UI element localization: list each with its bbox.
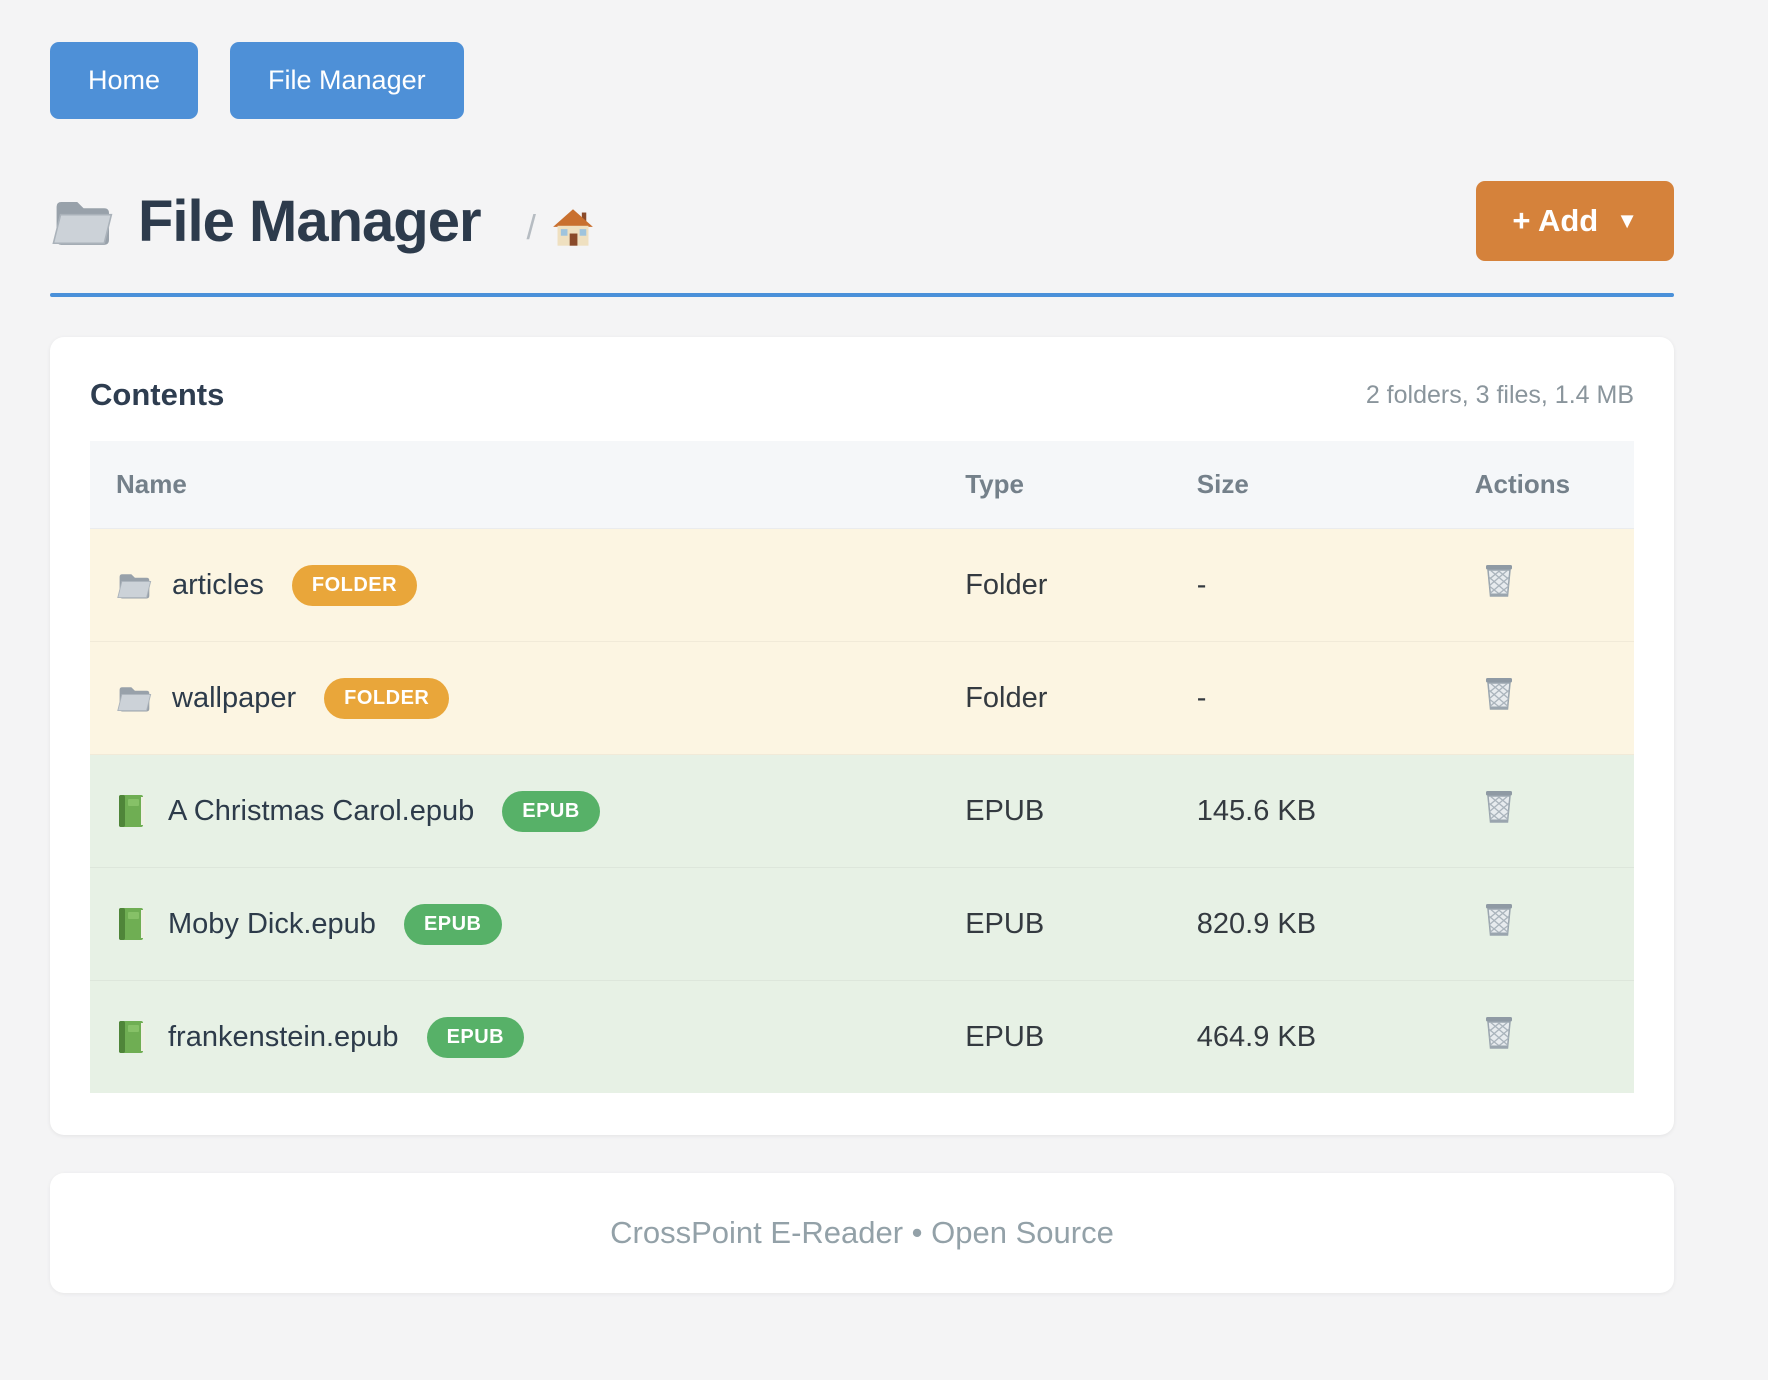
file-size: 820.9 KB	[1170, 867, 1449, 981]
add-button-label: + Add	[1512, 203, 1599, 238]
delete-button[interactable]	[1475, 788, 1517, 826]
footer: CrossPoint E-Reader • Open Source	[50, 1173, 1674, 1293]
footer-text: CrossPoint E-Reader • Open Source	[610, 1215, 1114, 1250]
contents-summary: 2 folders, 3 files, 1.4 MB	[1365, 380, 1634, 409]
file-type: Folder	[939, 528, 1171, 642]
trash-icon	[1481, 562, 1517, 600]
contents-card: Contents 2 folders, 3 files, 1.4 MB Name…	[50, 337, 1674, 1135]
type-badge: EPUB	[426, 1016, 525, 1058]
delete-button[interactable]	[1475, 562, 1517, 600]
folder-icon	[116, 568, 152, 602]
delete-button[interactable]	[1475, 1014, 1517, 1052]
file-name[interactable]: frankenstein.epub	[168, 1020, 399, 1053]
type-badge: FOLDER	[291, 564, 418, 606]
type-badge: FOLDER	[324, 677, 450, 719]
type-badge: EPUB	[403, 903, 502, 945]
page-header: File Manager / + Add ▼	[50, 181, 1674, 261]
page: Home File Manager File Manager / + Add ▼…	[50, 42, 1674, 1293]
file-size: -	[1170, 528, 1449, 642]
column-header-actions: Actions	[1448, 441, 1634, 529]
breadcrumb: /	[527, 208, 594, 248]
file-type: EPUB	[939, 867, 1171, 981]
table-row[interactable]: wallpaper FOLDER Folder -	[90, 641, 1634, 755]
file-name[interactable]: wallpaper	[172, 681, 297, 714]
trash-icon	[1481, 901, 1517, 939]
file-table: Name Type Size Actions articles FOLDER	[90, 441, 1634, 1093]
file-size: -	[1170, 641, 1449, 755]
type-badge: EPUB	[502, 790, 600, 832]
trash-icon	[1481, 1014, 1517, 1052]
table-header-row: Name Type Size Actions	[90, 441, 1634, 529]
book-icon	[116, 793, 148, 829]
trash-icon	[1481, 675, 1517, 713]
file-type: Folder	[939, 641, 1171, 755]
folder-icon	[116, 681, 152, 715]
file-type: EPUB	[939, 980, 1171, 1093]
card-title: Contents	[90, 377, 225, 412]
table-row[interactable]: Moby Dick.epub EPUB EPUB 820.9 KB	[90, 867, 1634, 981]
file-size: 464.9 KB	[1170, 980, 1449, 1093]
file-name[interactable]: A Christmas Carol.epub	[168, 794, 475, 827]
table-row[interactable]: articles FOLDER Folder -	[90, 528, 1634, 642]
file-manager-button[interactable]: File Manager	[230, 42, 464, 119]
table-row[interactable]: A Christmas Carol.epub EPUB EPUB 145.6 K…	[90, 754, 1634, 868]
file-type: EPUB	[939, 754, 1171, 868]
column-header-name: Name	[90, 441, 940, 529]
file-name[interactable]: articles	[172, 568, 264, 601]
title-divider	[50, 293, 1674, 297]
column-header-size: Size	[1170, 441, 1449, 529]
file-name[interactable]: Moby Dick.epub	[168, 907, 376, 940]
table-row[interactable]: frankenstein.epub EPUB EPUB 464.9 KB	[90, 980, 1634, 1093]
chevron-down-icon: ▼	[1616, 208, 1638, 233]
home-icon[interactable]	[552, 208, 594, 248]
book-icon	[116, 1019, 148, 1055]
breadcrumb-separator: /	[526, 208, 536, 247]
book-icon	[116, 906, 148, 942]
delete-button[interactable]	[1475, 901, 1517, 939]
delete-button[interactable]	[1475, 675, 1517, 713]
column-header-type: Type	[939, 441, 1171, 529]
trash-icon	[1481, 788, 1517, 826]
folder-icon	[50, 194, 114, 248]
page-title: File Manager	[138, 188, 482, 254]
file-size: 145.6 KB	[1170, 754, 1449, 868]
top-nav: Home File Manager	[50, 42, 1674, 119]
add-button[interactable]: + Add ▼	[1476, 181, 1674, 261]
home-button[interactable]: Home	[50, 42, 199, 119]
card-header: Contents 2 folders, 3 files, 1.4 MB	[90, 377, 1634, 413]
title-wrap: File Manager /	[50, 188, 594, 255]
